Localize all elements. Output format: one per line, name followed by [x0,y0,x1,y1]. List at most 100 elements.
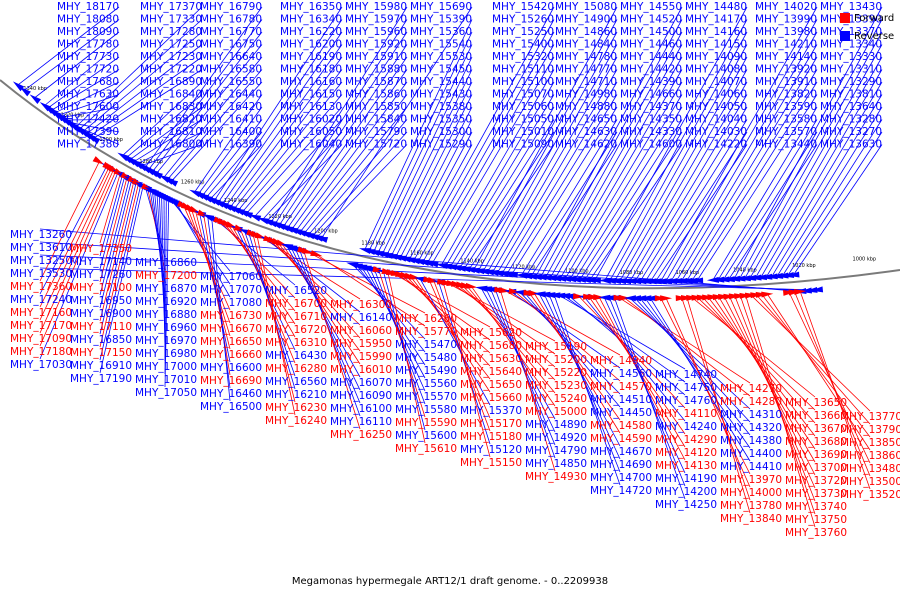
gene-leader-line [696,94,818,281]
gene-label: MHY_16810 [140,126,202,138]
gene-label: MHY_16980 [135,348,197,360]
gene-glyph [588,277,601,284]
gene-leader-line [254,119,343,217]
gene-label: MHY_15060 [492,101,554,113]
gene-label: MHY_14450 [590,407,652,419]
gene-label: MHY_16010 [330,364,392,376]
gene-leader-line [409,144,473,260]
gene-label: MHY_15200 [525,354,587,366]
gene-leader-line [660,6,818,282]
gene-label: MHY_13610 [10,242,72,254]
gene-leader-line [126,94,203,159]
kbp-tick-label: 1240 kbp [224,198,248,204]
gene-leader-line [713,296,816,450]
gene-leader-line [749,44,883,279]
kbp-tick-label: 1060 kbp [676,270,700,276]
gene-glyph [315,236,329,243]
gene-label: MHY_14020 [755,1,817,13]
gene-label: MHY_17000 [135,361,197,373]
gene-leader-line [545,31,683,278]
gene-label: MHY_13530 [10,268,72,280]
gene-label: MHY_14070 [685,76,747,88]
gene-label: MHY_13660 [785,410,847,422]
gene-glyph [539,274,552,281]
gene-label: MHY_15480 [395,352,457,364]
gene-leader-line [383,271,426,431]
gene-glyph [166,178,179,187]
strand-legend: Forward Reverse [840,9,894,45]
gene-leader-line [734,295,816,502]
gene-label: MHY_17190 [70,373,132,385]
gene-leader-line [86,44,203,135]
gene-label: MHY_13630 [820,139,882,151]
gene-glyph [220,203,233,211]
gene-leader-line [199,212,231,363]
gene-label: MHY_13990 [755,14,817,26]
gene-glyph [277,224,291,232]
gene-label: MHY_18080 [57,14,119,26]
gene-glyph [265,220,278,228]
gene-label: MHY_15180 [460,431,522,443]
gene-leader-line [291,69,408,230]
gene-label: MHY_13910 [755,76,817,88]
gene-glyph [458,266,471,273]
gene-glyph [660,295,673,302]
gene-leader-line [242,94,343,213]
gene-leader-line [761,294,871,438]
gene-leader-line [574,106,683,280]
gene-leader-line [583,296,686,422]
gene-leader-line [584,131,683,280]
gene-label: MHY_13340 [820,39,882,51]
gene-glyph [771,272,784,279]
gene-label: MHY_16770 [200,26,262,38]
gene-label: MHY_15570 [395,391,457,403]
gene-label: MHY_16430 [265,350,327,362]
gene-glyph [301,247,314,254]
reverse-swatch [840,31,850,41]
gene-glyph [486,269,499,276]
gene-label: MHY_15000 [525,406,587,418]
gene-label: MHY_15770 [395,326,457,338]
gene-label: MHY_15320 [492,51,554,63]
gene-leader-line [155,44,263,174]
gene-leader-line [163,56,263,178]
gene-label: MHY_13780 [720,500,782,512]
gene-leader-line [137,131,203,165]
gene-label: MHY_16310 [265,337,327,349]
gene-label: MHY_16820 [140,114,202,126]
gene-leader-line [54,81,120,114]
gene-label: MHY_16220 [280,26,342,38]
gene-glyph [515,272,528,279]
gene-leader-line [413,6,555,261]
gene-glyph [549,275,562,282]
gene-label: MHY_16850 [70,334,132,346]
gene-label: MHY_15590 [395,417,457,429]
gene-leader-line [454,106,555,268]
gene-label: MHY_16600 [200,362,262,374]
gene-glyph [240,211,254,219]
gene-label: MHY_16280 [265,363,327,375]
gene-label: MHY_13430 [820,1,882,13]
gene-leader-line [167,69,263,180]
gene-label: MHY_14980 [555,89,617,101]
gene-leader-line [303,250,361,430]
gene-leader-line [148,19,263,171]
gene-leader-line [563,295,686,383]
gene-label: MHY_15720 [345,139,407,151]
gene-leader-line [307,251,426,314]
gene-label: MHY_14660 [620,89,682,101]
gene-label: MHY_15440 [410,76,472,88]
gene-glyph [228,206,241,214]
gene-label: MHY_18170 [57,1,119,13]
gene-label: MHY_15870 [345,76,407,88]
gene-leader-line [400,119,473,258]
gene-label: MHY_17030 [10,359,72,371]
gene-label: MHY_17240 [10,294,72,306]
gene-label: MHY_14290 [655,434,717,446]
gene-leader-line [39,167,110,308]
gene-label: MHY_17370 [140,1,202,13]
gene-label: MHY_15190 [525,341,587,353]
gene-leader-line [665,298,751,488]
gene-leader-line [391,94,473,256]
